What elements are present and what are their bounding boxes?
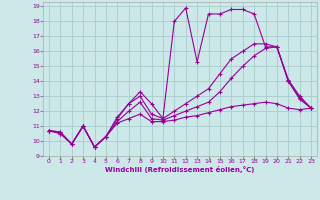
X-axis label: Windchill (Refroidissement éolien,°C): Windchill (Refroidissement éolien,°C) [105,166,255,173]
